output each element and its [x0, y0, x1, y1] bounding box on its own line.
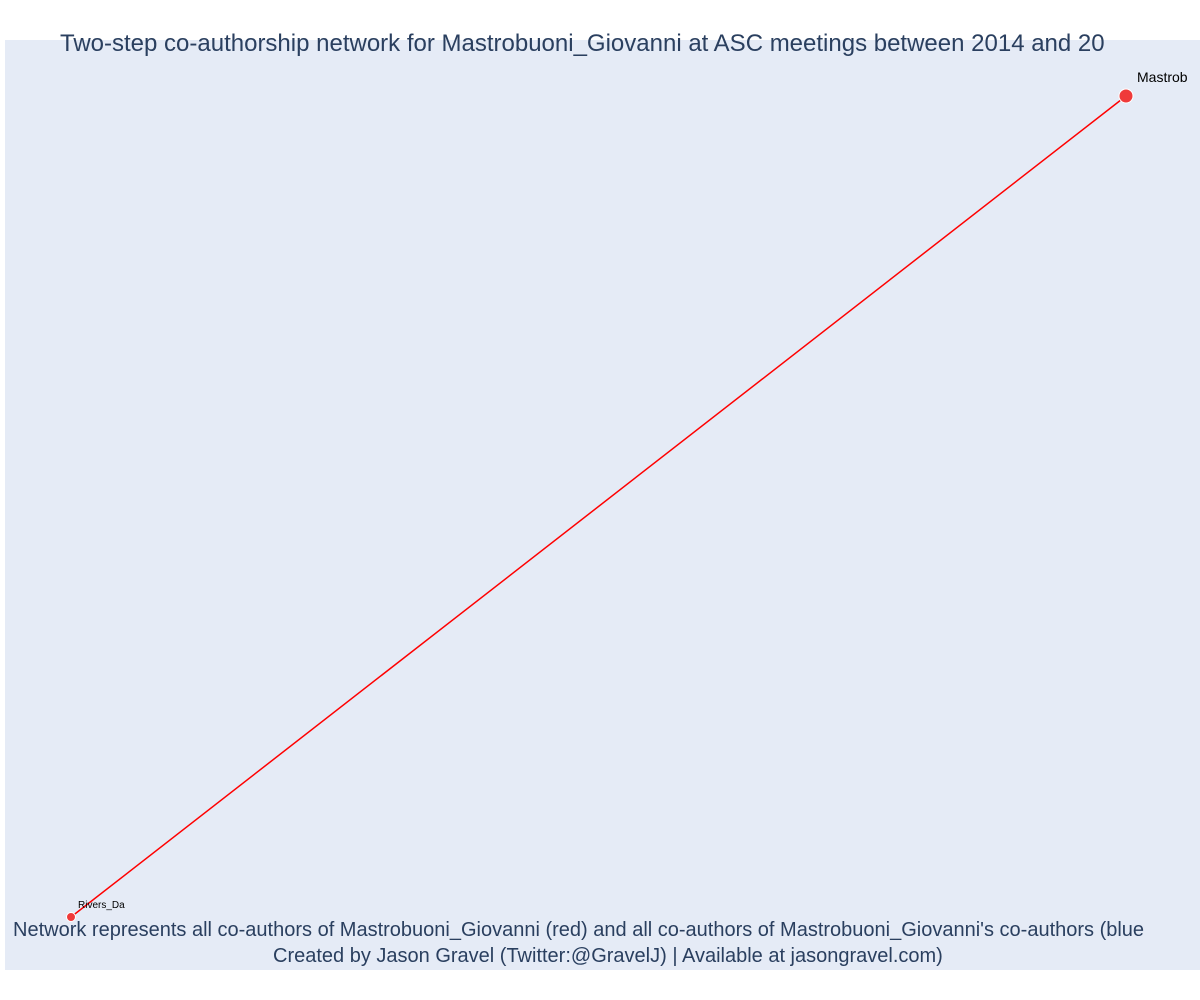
node-label-mastrobuoni: Mastrob: [1137, 69, 1188, 85]
caption-line-1: Network represents all co-authors of Mas…: [13, 919, 1145, 941]
chart-title: Two-step co-authorship network for Mastr…: [60, 30, 1105, 57]
plot-area: [5, 40, 1200, 970]
node-mastrobuoni[interactable]: [1118, 88, 1134, 104]
caption-line-2: Created by Jason Gravel (Twitter:@Gravel…: [273, 945, 943, 967]
edge-mastrobuoni-rivers: [70, 95, 1127, 918]
node-rivers[interactable]: [66, 912, 76, 922]
node-label-rivers: Rivers_Da: [78, 900, 125, 911]
